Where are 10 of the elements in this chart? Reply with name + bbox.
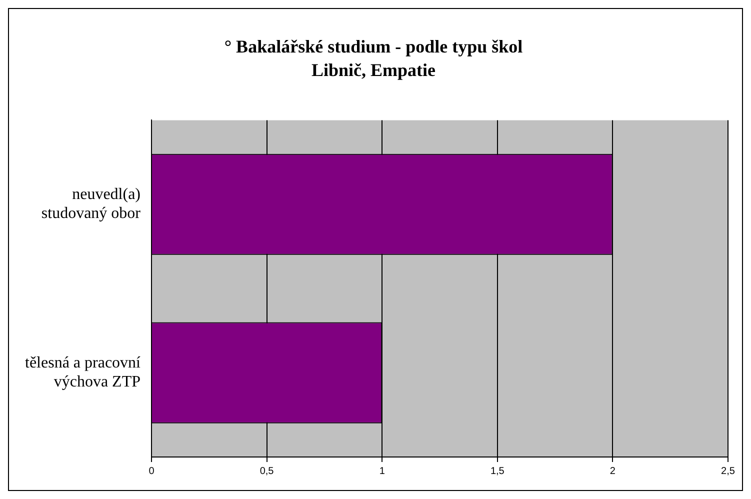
x-tick-label: 0: [148, 466, 155, 477]
x-tick-label: 2,5: [721, 466, 736, 477]
chart-title: ° Bakalářské studium - podle typu škol: [224, 36, 523, 56]
y-tick-label: neuvedl(a) studovaný obor: [41, 186, 142, 222]
x-tick-label: 1: [379, 466, 386, 477]
x-tick-label: 0,5: [260, 466, 274, 477]
x-tick-label: 1,5: [490, 466, 505, 477]
chart-subtitle: Libnič, Empatie: [311, 60, 436, 80]
y-tick-label: tělesná a pracovní výchova ZTP: [25, 354, 142, 391]
x-tick-label: 2: [610, 466, 616, 477]
